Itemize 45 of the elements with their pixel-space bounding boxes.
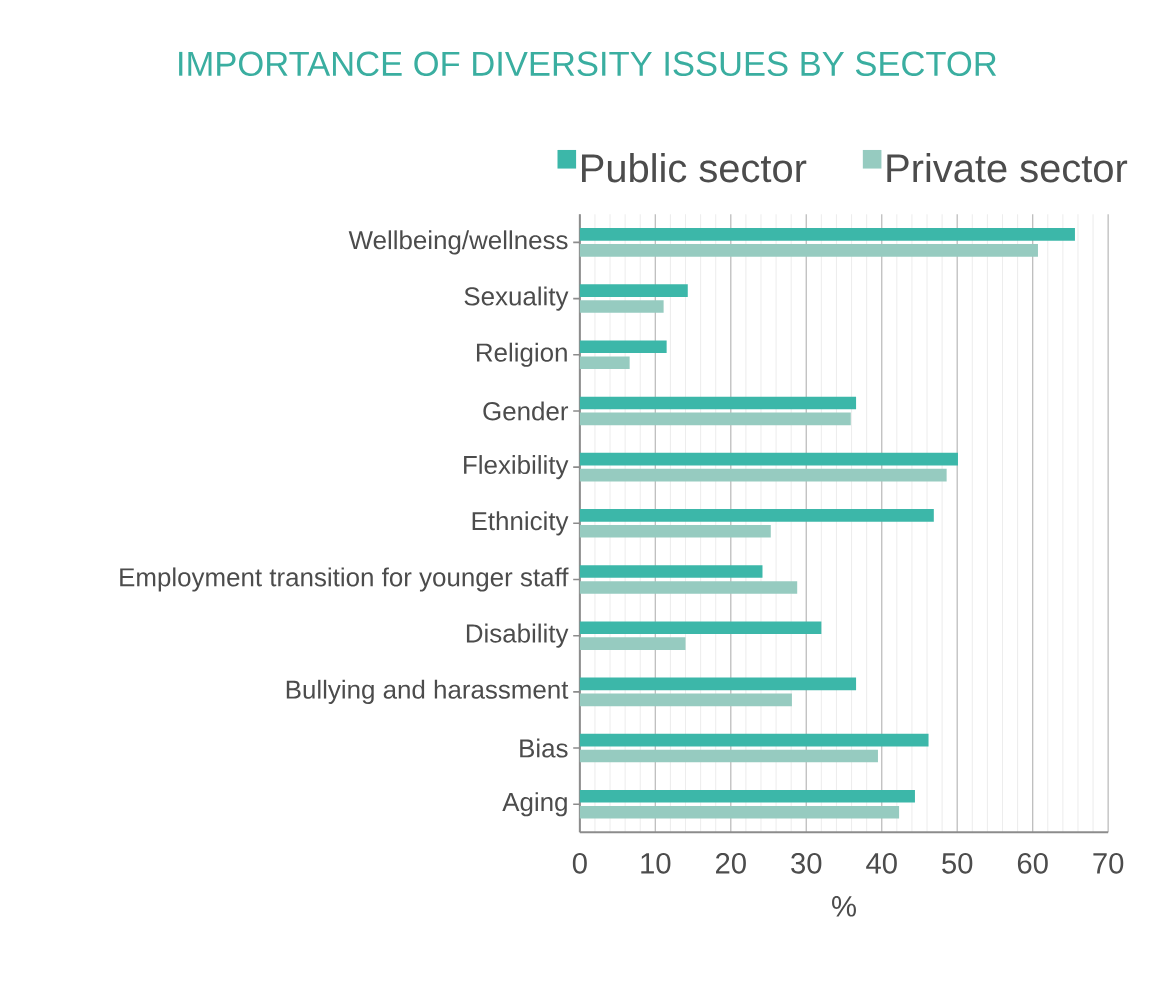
x-tick-label: 60 (1017, 853, 1048, 874)
bar (579, 525, 771, 538)
x-tick-label: 50 (942, 853, 973, 874)
y-tick-label: Gender (483, 401, 569, 421)
bar (579, 565, 763, 578)
bar (579, 805, 900, 819)
x-tick-label: 40 (866, 853, 897, 874)
y-tick-label: Flexibility (464, 455, 569, 480)
bar (579, 356, 630, 370)
y-tick-label: Aging (502, 792, 567, 817)
bar (579, 749, 878, 763)
x-tick-label: 30 (791, 853, 822, 874)
bar (579, 733, 929, 747)
bar (579, 284, 688, 297)
y-tick-label: Religion (476, 342, 567, 367)
legend-label: Private sector (887, 153, 1128, 183)
bar (579, 228, 1075, 241)
bar (579, 677, 857, 691)
bar (579, 509, 934, 522)
bar (579, 790, 915, 803)
x-tick-label: 0 (572, 853, 587, 874)
bar (579, 693, 792, 707)
chart-title: IMPORTANCE OF DIVERSITY ISSUES BY SECTOR (179, 51, 997, 77)
y-tick-label: Employment transition for younger staff (120, 567, 569, 592)
x-tick-label: 20 (716, 853, 746, 874)
y-tick-label: Ethnicity (472, 511, 569, 536)
bar (579, 412, 851, 426)
x-tick-label: 70 (1093, 853, 1124, 874)
y-tick-label: Bullying and harassment (286, 679, 569, 705)
bar (579, 244, 1038, 257)
bar (579, 581, 798, 594)
bar (579, 468, 947, 482)
bar (579, 300, 664, 313)
bar (579, 340, 667, 354)
bar (579, 452, 958, 466)
bar (579, 621, 822, 635)
y-tick-label: Disability (466, 623, 569, 648)
x-axis-title: % (832, 896, 856, 917)
y-tick-label: Wellbeing/wellness (348, 230, 568, 255)
y-tick-label: Sexuality (464, 286, 569, 311)
legend-label: Public sector (582, 153, 807, 183)
bar (579, 637, 686, 651)
y-tick-label: Bias (520, 738, 568, 758)
x-tick-label: 10 (641, 853, 671, 874)
bar (579, 396, 857, 410)
